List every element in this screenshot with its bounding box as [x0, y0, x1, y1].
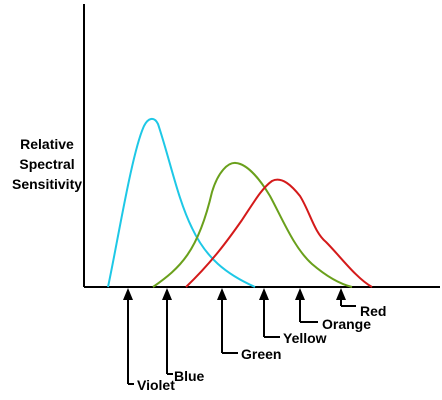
- label-violet: Violet: [137, 377, 175, 393]
- arrow-violet-icon: [123, 288, 133, 300]
- y-axis-label-line-1: Relative: [20, 136, 74, 152]
- y-axis-label-line-3: Sensitivity: [11, 176, 83, 192]
- pointer-red: Red: [336, 288, 386, 319]
- arrow-yellow-icon: [259, 288, 269, 300]
- arrow-red-icon: [336, 288, 346, 300]
- pointer-violet: Violet: [123, 288, 175, 393]
- label-red: Red: [360, 303, 386, 319]
- y-axis-label: Relative Spectral Sensitivity: [8, 134, 86, 194]
- pointer-green: Green: [217, 288, 281, 362]
- label-orange: Orange: [322, 316, 371, 332]
- pointer-orange: Orange: [295, 288, 371, 332]
- arrow-orange-icon: [295, 288, 305, 300]
- y-axis-label-line-2: Spectral: [19, 156, 75, 172]
- pointer-blue: Blue: [162, 288, 205, 384]
- arrow-blue-icon: [162, 288, 172, 300]
- red-cone-curve: [185, 178, 373, 288]
- blue-cone-curve: [107, 118, 256, 288]
- label-green: Green: [241, 346, 281, 362]
- pointer-yellow: Yellow: [259, 288, 327, 346]
- arrow-green-icon: [217, 288, 227, 300]
- label-yellow: Yellow: [283, 330, 327, 346]
- label-blue: Blue: [174, 368, 205, 384]
- green-cone-curve: [152, 161, 353, 288]
